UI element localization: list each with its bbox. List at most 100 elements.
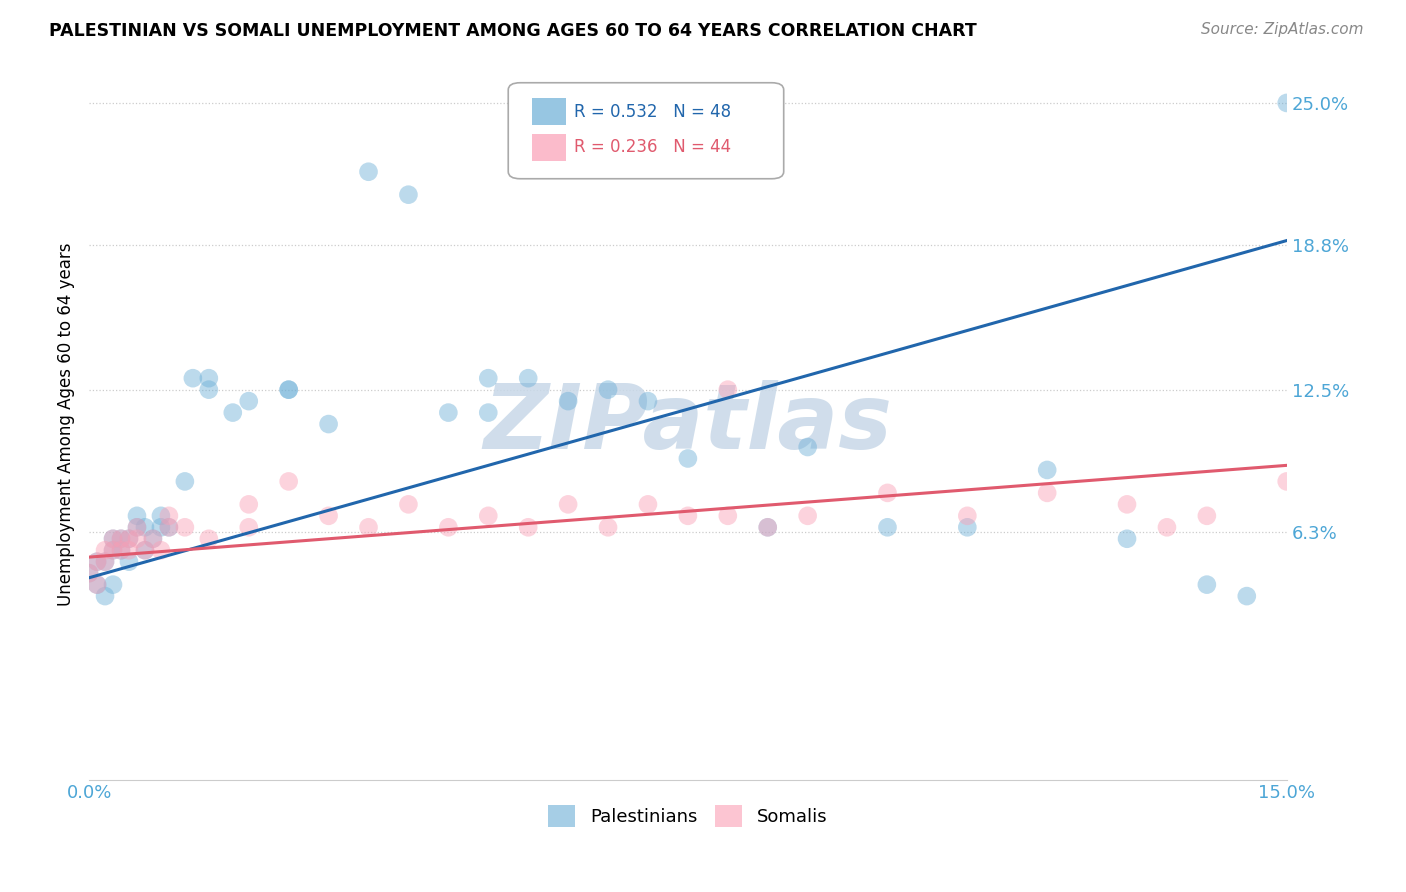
- Point: [118, 555, 141, 569]
- Point: [596, 520, 619, 534]
- Point: [94, 543, 117, 558]
- Point: [125, 520, 148, 534]
- Point: [1116, 532, 1139, 546]
- Point: [101, 543, 124, 558]
- Point: [717, 383, 740, 397]
- Point: [1236, 589, 1258, 603]
- Point: [318, 508, 340, 523]
- Point: [277, 475, 299, 489]
- Point: [118, 532, 141, 546]
- Point: [357, 520, 380, 534]
- Point: [238, 520, 260, 534]
- Point: [1036, 486, 1059, 500]
- Point: [110, 543, 132, 558]
- Point: [676, 451, 699, 466]
- Point: [396, 497, 419, 511]
- Point: [557, 497, 579, 511]
- Point: [110, 532, 132, 546]
- FancyBboxPatch shape: [508, 83, 783, 178]
- Point: [396, 187, 419, 202]
- Point: [125, 532, 148, 546]
- Point: [94, 555, 117, 569]
- Point: [222, 406, 245, 420]
- Point: [876, 486, 898, 500]
- Point: [134, 520, 156, 534]
- Point: [142, 532, 165, 546]
- Point: [1275, 475, 1298, 489]
- Point: [637, 497, 659, 511]
- Point: [94, 589, 117, 603]
- Point: [756, 520, 779, 534]
- Point: [956, 520, 979, 534]
- Point: [876, 520, 898, 534]
- Point: [1195, 508, 1218, 523]
- Point: [517, 520, 540, 534]
- Point: [173, 520, 195, 534]
- Point: [149, 520, 172, 534]
- Bar: [533, 134, 565, 161]
- Point: [181, 371, 204, 385]
- Point: [477, 508, 499, 523]
- Point: [77, 566, 100, 581]
- Point: [86, 577, 108, 591]
- Point: [110, 543, 132, 558]
- Point: [1156, 520, 1178, 534]
- Point: [101, 577, 124, 591]
- Point: [238, 394, 260, 409]
- Point: [637, 394, 659, 409]
- Point: [149, 508, 172, 523]
- Point: [118, 543, 141, 558]
- Point: [157, 520, 180, 534]
- Point: [956, 508, 979, 523]
- Point: [149, 543, 172, 558]
- Point: [125, 508, 148, 523]
- Text: ZIPatlas: ZIPatlas: [484, 380, 893, 468]
- Point: [157, 520, 180, 534]
- Point: [86, 555, 108, 569]
- Point: [157, 508, 180, 523]
- Point: [101, 532, 124, 546]
- Point: [125, 520, 148, 534]
- Point: [134, 543, 156, 558]
- Y-axis label: Unemployment Among Ages 60 to 64 years: Unemployment Among Ages 60 to 64 years: [58, 243, 75, 606]
- Point: [110, 532, 132, 546]
- Point: [557, 394, 579, 409]
- Point: [517, 371, 540, 385]
- Point: [756, 520, 779, 534]
- Point: [77, 566, 100, 581]
- Point: [173, 475, 195, 489]
- Point: [198, 383, 221, 397]
- Point: [238, 497, 260, 511]
- Bar: [533, 98, 565, 126]
- Point: [796, 508, 818, 523]
- Point: [277, 383, 299, 397]
- Point: [277, 383, 299, 397]
- Point: [142, 532, 165, 546]
- Point: [717, 508, 740, 523]
- Point: [1036, 463, 1059, 477]
- Point: [437, 520, 460, 534]
- Point: [596, 383, 619, 397]
- Point: [1116, 497, 1139, 511]
- Text: PALESTINIAN VS SOMALI UNEMPLOYMENT AMONG AGES 60 TO 64 YEARS CORRELATION CHART: PALESTINIAN VS SOMALI UNEMPLOYMENT AMONG…: [49, 22, 977, 40]
- Point: [477, 371, 499, 385]
- Point: [477, 406, 499, 420]
- Point: [437, 406, 460, 420]
- Point: [1275, 95, 1298, 110]
- Point: [118, 532, 141, 546]
- Point: [134, 543, 156, 558]
- Point: [94, 555, 117, 569]
- Point: [357, 165, 380, 179]
- Text: Source: ZipAtlas.com: Source: ZipAtlas.com: [1201, 22, 1364, 37]
- Point: [198, 371, 221, 385]
- Text: R = 0.532   N = 48: R = 0.532 N = 48: [574, 103, 731, 121]
- Point: [676, 508, 699, 523]
- Point: [796, 440, 818, 454]
- Point: [198, 532, 221, 546]
- Point: [1195, 577, 1218, 591]
- Point: [318, 417, 340, 431]
- Point: [86, 577, 108, 591]
- Point: [86, 555, 108, 569]
- Text: R = 0.236   N = 44: R = 0.236 N = 44: [574, 138, 731, 156]
- Point: [101, 532, 124, 546]
